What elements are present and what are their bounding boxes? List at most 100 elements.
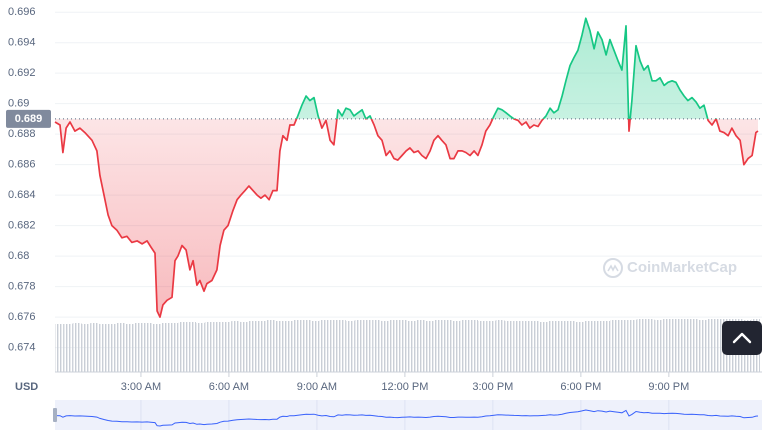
volume-bar	[486, 321, 496, 372]
watermark-logo	[603, 258, 623, 278]
volume-bar	[90, 323, 100, 372]
volume-bar	[257, 321, 267, 372]
area-up	[55, 18, 758, 119]
volume-bar	[433, 320, 443, 372]
volume-bar	[381, 321, 390, 372]
navigator-line	[54, 409, 759, 427]
volume-bar	[627, 320, 637, 372]
volume-bar	[601, 321, 611, 372]
x-tick-label: 3:00 AM	[121, 381, 161, 393]
volume-bar	[707, 319, 716, 372]
volume-bar	[715, 319, 725, 372]
volume-bar	[592, 321, 602, 372]
volume-bar	[663, 319, 672, 372]
volume-bar	[425, 321, 434, 372]
volume-bar	[107, 324, 117, 372]
volume-bar	[619, 320, 628, 372]
volume-bar	[469, 320, 478, 372]
volume-bar	[442, 320, 452, 372]
volume-bar	[134, 323, 144, 372]
volume-bar	[72, 323, 82, 372]
volume-bar	[178, 322, 188, 372]
watermark-logo-mark	[607, 264, 619, 272]
scroll-top-icon[interactable]	[732, 332, 752, 344]
volume-bar	[213, 322, 223, 372]
volume-bar	[266, 320, 276, 372]
volume-bar	[539, 322, 549, 372]
scroll-top-button[interactable]	[722, 321, 762, 355]
volume-bar	[99, 324, 108, 372]
price-series	[54, 17, 762, 318]
volume-bar	[363, 320, 373, 372]
axes: 0.696 0.694 0.692 0.69 0.688 0.686 0.684 0.682 0…	[6, 6, 762, 393]
y-tick-label: 0.682	[8, 220, 36, 232]
volume-bar	[389, 320, 399, 372]
y-tick-label: 0.69	[8, 98, 29, 110]
y-tick-label: 0.696	[8, 6, 36, 18]
volume-bar	[513, 321, 523, 372]
navigator-bg	[55, 400, 762, 430]
volume-bar	[610, 320, 619, 372]
volume-bar	[698, 320, 708, 372]
volume-bar	[248, 321, 258, 372]
watermark-text: CoinMarketCap	[627, 259, 737, 276]
volume-bar	[240, 322, 249, 372]
volume-bar	[116, 323, 126, 372]
volume-bar	[310, 321, 320, 372]
volume-bar	[372, 320, 382, 372]
volume-bar	[645, 319, 655, 372]
volume-bar	[275, 321, 285, 372]
volume-bar	[222, 322, 232, 372]
volume-bar	[636, 319, 646, 372]
volume-bar	[557, 321, 567, 372]
volume-bar	[407, 321, 417, 372]
volume-bar	[160, 323, 170, 372]
volume-bar	[566, 321, 575, 372]
volume-bar	[231, 321, 241, 372]
volume-bar	[478, 321, 487, 372]
x-tick-label: 9:00 PM	[648, 381, 689, 393]
y-tick-label: 0.684	[8, 189, 36, 201]
volume-bar	[680, 319, 690, 372]
volume-bar	[55, 324, 64, 372]
volume-bar	[416, 320, 426, 372]
volume-bar	[143, 323, 152, 372]
y-tick-label: 0.692	[8, 67, 36, 79]
volume-bar	[354, 320, 364, 372]
navigator	[53, 400, 762, 430]
volume-bar	[284, 321, 293, 372]
volume-bar	[504, 321, 514, 372]
volume-bar	[654, 320, 664, 372]
volume-bar	[319, 320, 329, 372]
volume-bar	[530, 321, 540, 372]
scroll-top-bg[interactable]	[722, 321, 762, 355]
volume-bar	[125, 324, 135, 372]
area-down	[55, 118, 758, 318]
x-tick-label: 12:00 PM	[381, 381, 428, 393]
price-line-up	[295, 17, 717, 119]
volume-bar	[460, 320, 470, 372]
volume-bar	[81, 324, 91, 372]
volume-bar	[204, 322, 214, 372]
reference-label-bg	[6, 109, 51, 128]
navigator-handle	[53, 408, 57, 422]
volume-bar	[196, 323, 205, 372]
x-tick-label: 6:00 PM	[560, 381, 601, 393]
volume-bar	[583, 321, 593, 372]
currency-label: USD	[15, 381, 38, 393]
reference-label: 0.689	[15, 113, 43, 125]
volume-bar	[495, 320, 505, 372]
volume-bar	[689, 319, 699, 372]
watermark: CoinMarketCap	[603, 258, 737, 278]
volume-bar	[63, 324, 73, 372]
volume-bar	[169, 323, 179, 372]
volume-bar	[451, 321, 461, 372]
volume-bar	[345, 321, 355, 372]
x-tick-label: 6:00 AM	[209, 381, 249, 393]
x-tick-label: 3:00 PM	[472, 381, 513, 393]
volume-bar	[671, 319, 681, 372]
y-tick-label: 0.686	[8, 159, 36, 171]
volume-bar	[187, 322, 196, 372]
